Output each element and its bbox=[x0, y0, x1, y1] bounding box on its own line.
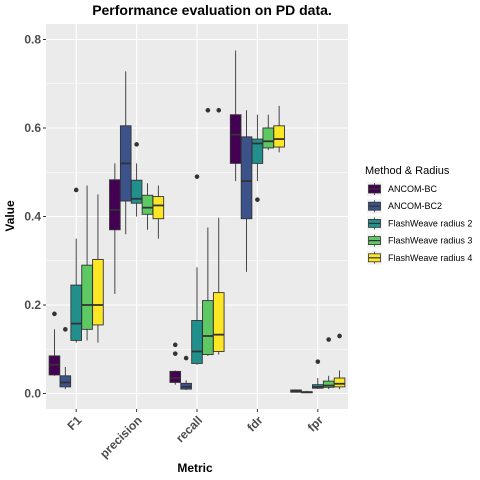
y-tick-label: 0.6 bbox=[24, 121, 41, 135]
box bbox=[59, 375, 72, 388]
y-axis: 0.0 0.2 0.4 0.6 0.8 bbox=[24, 32, 46, 401]
series-ancom-bc2 bbox=[59, 71, 313, 394]
outlier-point bbox=[205, 107, 211, 113]
outlier-point bbox=[172, 351, 178, 356]
outlier-point bbox=[172, 342, 178, 348]
x-axis: F1 precision recall fdr fpr bbox=[65, 409, 326, 461]
chart-title: Performance evaluation on PD data. bbox=[92, 2, 332, 18]
box bbox=[191, 320, 203, 364]
x-tick-label: fdr bbox=[244, 413, 265, 434]
outlier-point bbox=[134, 142, 139, 147]
y-axis-title: Value bbox=[3, 200, 17, 232]
x-tick-label: F1 bbox=[65, 413, 85, 433]
box bbox=[273, 125, 285, 148]
legend-label: FlashWeave radius 3 bbox=[388, 236, 472, 246]
x-tick-label: recall bbox=[173, 413, 205, 445]
box bbox=[229, 114, 242, 164]
box bbox=[141, 194, 154, 215]
legend-label: FlashWeave radius 4 bbox=[388, 253, 472, 263]
box bbox=[202, 300, 214, 356]
box bbox=[251, 138, 264, 164]
x-tick-label: fpr bbox=[305, 413, 326, 434]
y-tick-label: 0.2 bbox=[24, 298, 41, 312]
box-series bbox=[48, 50, 346, 394]
y-tick-label: 0.8 bbox=[24, 32, 41, 46]
outlier-point bbox=[194, 174, 200, 179]
legend-label: FlashWeave radius 2 bbox=[388, 218, 472, 228]
x-tick-label: precision bbox=[97, 413, 145, 461]
box bbox=[262, 127, 275, 149]
y-tick-label: 0.4 bbox=[24, 210, 41, 224]
outlier-point bbox=[337, 333, 342, 339]
box bbox=[81, 264, 93, 330]
box bbox=[152, 196, 165, 220]
x-axis-title: Metric bbox=[177, 461, 213, 475]
legend-label: ANCOM-BC2 bbox=[388, 201, 442, 211]
box bbox=[169, 370, 182, 383]
box bbox=[333, 377, 346, 388]
legend-label: ANCOM-BC bbox=[388, 184, 437, 194]
legend-title: Method & Radius bbox=[365, 165, 450, 177]
series-flashweave-radius-3 bbox=[81, 107, 335, 390]
outlier-point bbox=[216, 107, 222, 113]
box bbox=[92, 258, 104, 326]
box bbox=[240, 136, 253, 220]
box bbox=[130, 179, 143, 204]
box bbox=[109, 179, 121, 231]
outlier-point bbox=[63, 327, 68, 332]
outlier-point bbox=[73, 187, 79, 193]
outlier-point bbox=[255, 197, 260, 202]
box bbox=[212, 292, 225, 352]
outlier-point bbox=[52, 311, 57, 317]
outlier-point bbox=[183, 355, 189, 361]
outlier-point bbox=[315, 359, 321, 364]
series-flashweave-radius-4 bbox=[92, 105, 346, 390]
y-tick-label: 0.0 bbox=[24, 387, 41, 401]
legend: Method & Radius ANCOM-BC ANCOM-BC2 FlashWe… bbox=[365, 165, 472, 265]
outlier-point bbox=[326, 337, 331, 342]
box bbox=[70, 284, 82, 341]
